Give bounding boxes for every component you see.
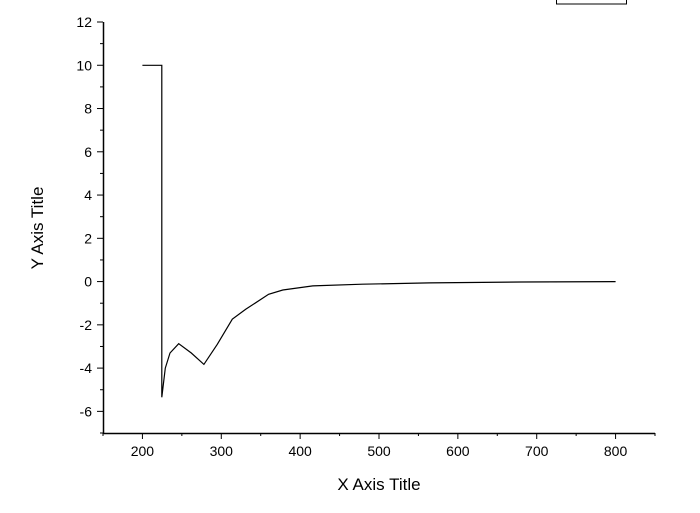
axes (102, 22, 655, 435)
series-line (142, 64, 616, 398)
x-tick-label: 500 (367, 443, 391, 459)
ticks: 200 300 400 500 600 700 800 -6 -4 -2 0 2 4 6 8 10 12 (76, 14, 656, 459)
x-tick-label: 800 (604, 443, 628, 459)
y-axis-title: Y Axis Title (28, 187, 47, 270)
y-tick-label: 12 (76, 14, 92, 30)
y-tick-label: -6 (80, 403, 93, 419)
y-tick-label: -4 (80, 360, 93, 376)
y-tick-label: 10 (76, 57, 92, 73)
legend-box (556, 0, 627, 5)
y-tick-label: 0 (84, 274, 92, 290)
x-tick-label: 600 (446, 443, 470, 459)
y-tick-label: -2 (80, 317, 93, 333)
y-tick-label: 6 (84, 144, 92, 160)
x-tick-label: 300 (210, 443, 234, 459)
x-tick-label: 400 (288, 443, 312, 459)
y-tick-label: 2 (84, 230, 92, 246)
x-axis-title: X Axis Title (337, 475, 420, 494)
y-tick-label: 4 (84, 187, 92, 203)
y-tick-label: 8 (84, 101, 92, 117)
x-tick-label: 200 (131, 443, 155, 459)
x-tick-label: 700 (525, 443, 549, 459)
